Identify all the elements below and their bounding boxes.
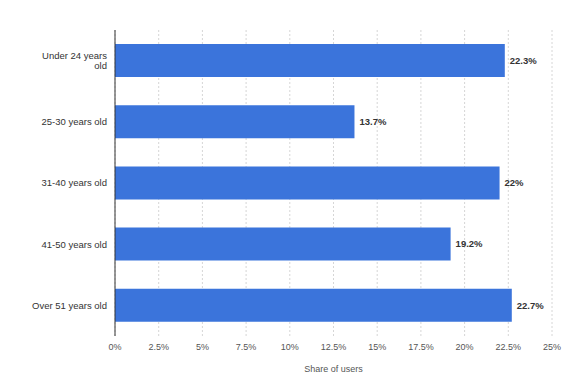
svg-text:22.5%: 22.5% [496,342,522,352]
svg-text:5%: 5% [196,342,209,352]
svg-text:2.5%: 2.5% [148,342,169,352]
svg-text:13.7%: 13.7% [359,116,386,127]
svg-text:22.7%: 22.7% [517,300,544,311]
svg-text:25%: 25% [543,342,561,352]
svg-text:17.5%: 17.5% [408,342,434,352]
svg-text:Over 51 years old: Over 51 years old [32,300,107,311]
svg-text:Share of users: Share of users [304,364,363,374]
svg-text:Under 24 yearsold: Under 24 yearsold [42,50,107,70]
svg-text:7.5%: 7.5% [236,342,257,352]
svg-text:15%: 15% [368,342,386,352]
svg-text:20%: 20% [456,342,474,352]
svg-text:41-50 years old: 41-50 years old [42,239,107,250]
svg-text:22.3%: 22.3% [510,55,537,66]
svg-text:10%: 10% [281,342,299,352]
svg-text:0%: 0% [108,342,121,352]
svg-text:19.2%: 19.2% [456,238,483,249]
svg-text:12.5%: 12.5% [321,342,347,352]
svg-text:25-30 years old: 25-30 years old [42,116,107,127]
svg-text:22%: 22% [505,177,525,188]
svg-text:31-40 years old: 31-40 years old [42,177,107,188]
